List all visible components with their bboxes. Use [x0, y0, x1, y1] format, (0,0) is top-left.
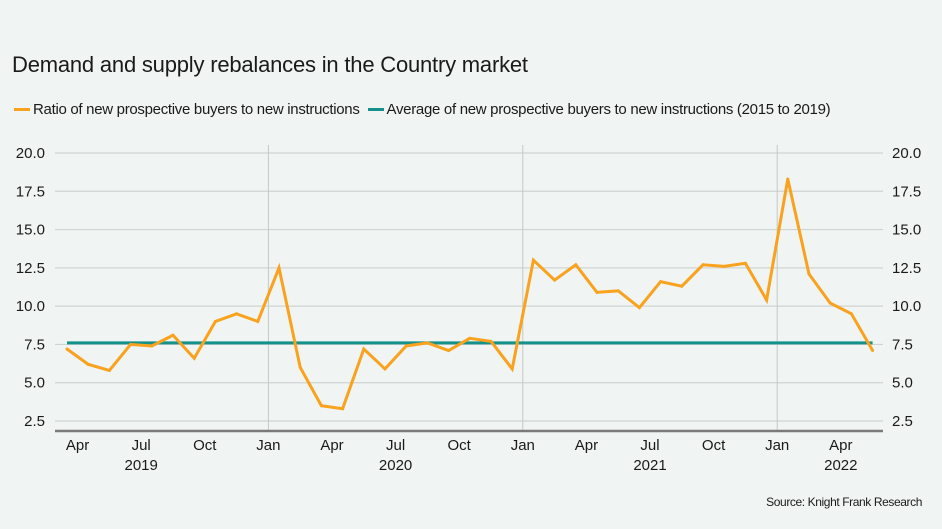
y-axis-left: 20.0 17.5 15.0 12.5 10.0 7.5 5.0 2.5: [16, 145, 45, 430]
data-point: [849, 312, 853, 316]
gridlines: [55, 152, 883, 422]
data-point: [256, 319, 260, 323]
data-point: [447, 349, 451, 353]
data-point: [235, 312, 239, 316]
x-tick-label: Oct: [193, 437, 217, 454]
y-tick-label-left: 10.0: [16, 298, 45, 315]
data-point: [404, 344, 408, 348]
x-tick-label: Oct: [448, 437, 472, 454]
data-point: [616, 289, 620, 293]
x-year-label: 2020: [379, 457, 412, 474]
data-point: [383, 367, 387, 371]
data-point: [743, 261, 747, 265]
data-point: [553, 278, 557, 282]
data-point: [298, 365, 302, 369]
data-point: [765, 298, 769, 302]
data-point: [213, 319, 217, 323]
legend-swatch-average: [367, 108, 384, 111]
x-tick-label: Apr: [66, 437, 89, 454]
y-tick-label-left: 15.0: [16, 222, 45, 239]
data-point: [468, 336, 472, 340]
y-axis-right: 20.0 17.5 15.0 12.5 10.0 7.5 5.0 2.5: [892, 145, 921, 430]
y-tick-label-left: 12.5: [16, 260, 45, 277]
x-year-label: 2019: [125, 457, 158, 474]
data-point: [574, 263, 578, 267]
legend-item-ratio: Ratio of new prospective buyers to new i…: [14, 101, 360, 118]
x-year-label: 2021: [633, 457, 666, 474]
x-axis-labels: Apr Jul Oct Jan Apr Jul Oct Jan Apr Jul Oct Jan Apr: [66, 437, 853, 454]
legend: Ratio of new prospective buyers to new i…: [14, 101, 838, 118]
x-tick-label: Apr: [575, 437, 598, 454]
y-tick-label-left: 17.5: [16, 183, 45, 200]
legend-swatch-ratio: [14, 108, 30, 111]
legend-label-average: Average of new prospective buyers to new…: [386, 101, 831, 118]
x-tick-label: Apr: [320, 437, 343, 454]
y-tick-label-right: 12.5: [892, 260, 921, 277]
data-point: [277, 266, 281, 270]
series-ratio-line: [66, 178, 874, 411]
data-point: [637, 306, 641, 310]
x-tick-label: Jul: [132, 437, 151, 454]
data-point: [786, 177, 790, 181]
data-point: [701, 263, 705, 267]
x-tick-label: Apr: [829, 437, 852, 454]
y-tick-label-left: 7.5: [24, 336, 45, 353]
data-point: [489, 339, 493, 343]
data-point: [129, 342, 133, 346]
y-tick-label-right: 20.0: [892, 145, 921, 162]
data-point: [531, 258, 535, 262]
x-tick-label: Jul: [640, 437, 659, 454]
data-point: [722, 264, 726, 268]
data-point: [192, 356, 196, 360]
x-tick-label: Jul: [386, 437, 405, 454]
y-tick-label-right: 7.5: [892, 336, 913, 353]
y-tick-label-left: 2.5: [24, 413, 45, 430]
data-point: [341, 407, 345, 411]
y-tick-label-right: 15.0: [892, 222, 921, 239]
y-tick-label-right: 10.0: [892, 298, 921, 315]
data-point: [871, 349, 875, 353]
x-axis-year-labels: 2019 2020 2021 2022: [125, 457, 858, 474]
series-ratio-points: [65, 177, 875, 411]
year-boundary-lines: [267, 145, 778, 431]
data-point: [65, 347, 69, 351]
source-note: Source: Knight Frank Research: [766, 495, 922, 509]
y-tick-label-left: 5.0: [24, 375, 45, 392]
legend-item-average: Average of new prospective buyers to new…: [367, 101, 831, 118]
data-point: [828, 301, 832, 305]
data-point: [659, 280, 663, 284]
y-tick-label-right: 5.0: [892, 375, 913, 392]
data-point: [150, 344, 154, 348]
x-year-label: 2022: [824, 457, 857, 474]
data-point: [171, 333, 175, 337]
x-tick-label: Jan: [511, 437, 535, 454]
data-point: [595, 290, 599, 294]
data-point: [680, 284, 684, 288]
y-tick-label-left: 20.0: [16, 145, 45, 162]
data-point: [86, 362, 90, 366]
data-point: [107, 368, 111, 372]
data-point: [425, 341, 429, 345]
legend-label-ratio: Ratio of new prospective buyers to new i…: [33, 101, 360, 118]
data-point: [319, 404, 323, 408]
data-point: [362, 347, 366, 351]
data-point: [807, 272, 811, 276]
x-tick-label: Oct: [702, 437, 726, 454]
x-tick-label: Jan: [765, 437, 789, 454]
chart-title: Demand and supply rebalances in the Coun…: [12, 52, 528, 77]
y-tick-label-right: 17.5: [892, 183, 921, 200]
x-tick-label: Jan: [256, 437, 280, 454]
y-tick-label-right: 2.5: [892, 413, 913, 430]
data-point: [510, 367, 514, 371]
